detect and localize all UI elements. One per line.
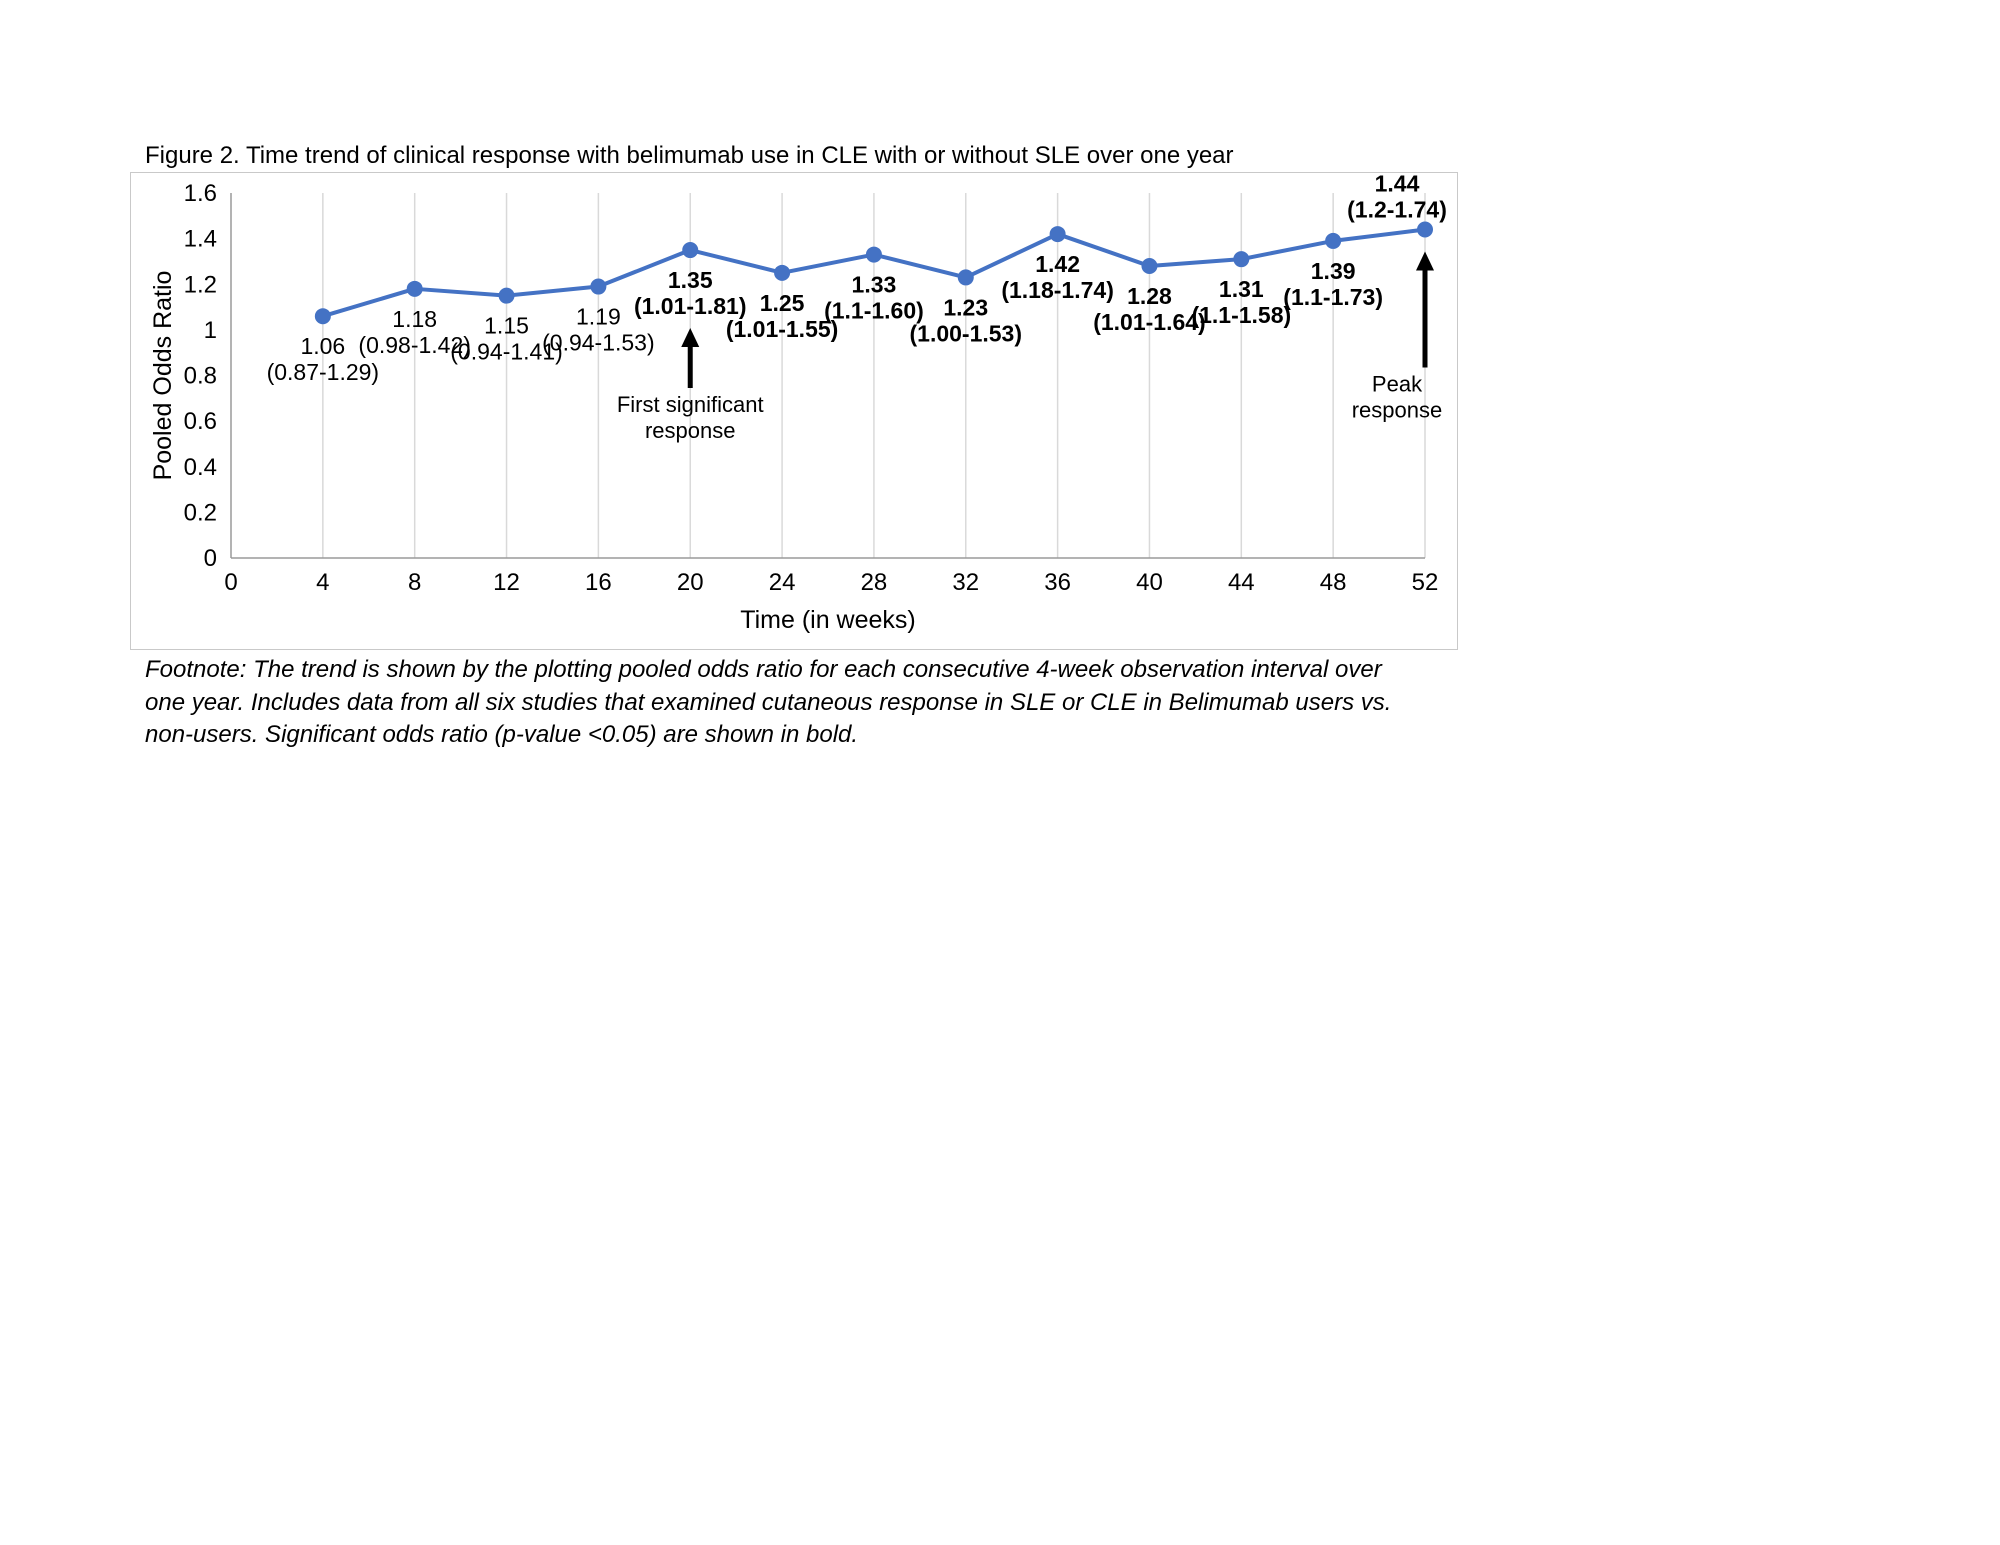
annotation-arrowhead bbox=[1416, 251, 1434, 271]
data-label-ci: (1.18-1.74) bbox=[1001, 277, 1114, 303]
data-point-marker bbox=[1141, 258, 1158, 274]
data-label-value: 1.42 bbox=[1035, 251, 1080, 277]
data-label-ci: (1.1-1.60) bbox=[824, 298, 924, 324]
y-tick-label: 0.6 bbox=[184, 408, 217, 435]
data-point-marker bbox=[957, 269, 974, 286]
data-label-value: 1.18 bbox=[392, 306, 437, 332]
annotation-arrowhead bbox=[681, 328, 700, 348]
x-tick-label: 52 bbox=[1412, 569, 1439, 596]
data-label-value: 1.31 bbox=[1219, 276, 1264, 302]
annotation-text: response bbox=[645, 418, 736, 443]
x-tick-label: 32 bbox=[952, 569, 979, 596]
data-point-marker bbox=[1417, 221, 1433, 238]
data-label-value: 1.33 bbox=[852, 272, 897, 298]
data-label-ci: (1.1-1.73) bbox=[1283, 284, 1383, 310]
x-tick-label: 12 bbox=[493, 569, 520, 596]
figure-footnote: Footnote: The trend is shown by the plot… bbox=[145, 656, 1392, 749]
data-label-value: 1.23 bbox=[943, 294, 988, 320]
x-tick-label: 16 bbox=[585, 569, 612, 596]
data-label-ci: (1.00-1.53) bbox=[910, 320, 1023, 346]
x-tick-label: 24 bbox=[769, 569, 796, 596]
data-label-ci: (1.01-1.55) bbox=[726, 316, 839, 342]
data-label-value: 1.19 bbox=[576, 304, 621, 330]
data-point-marker bbox=[1233, 251, 1250, 268]
data-label-ci: (1.01-1.64) bbox=[1093, 309, 1206, 335]
data-label-value: 1.39 bbox=[1311, 258, 1356, 284]
x-tick-label: 28 bbox=[861, 569, 888, 596]
data-point-marker bbox=[774, 264, 791, 281]
data-point-marker bbox=[682, 242, 699, 259]
data-label-ci: (0.94-1.53) bbox=[542, 330, 655, 356]
annotation-text: First significant bbox=[617, 392, 764, 417]
data-point-marker bbox=[406, 280, 423, 297]
y-tick-label: 1.4 bbox=[184, 226, 217, 253]
x-tick-label: 48 bbox=[1320, 569, 1347, 596]
x-tick-label: 44 bbox=[1228, 569, 1255, 596]
data-label-ci: (1.1-1.58) bbox=[1191, 302, 1291, 328]
data-point-marker bbox=[1049, 226, 1066, 243]
data-label-value: 1.35 bbox=[668, 267, 713, 293]
annotation-text: Peak bbox=[1372, 372, 1423, 397]
y-tick-label: 1.6 bbox=[184, 180, 217, 207]
y-tick-label: 0.2 bbox=[184, 499, 217, 526]
line-chart: 00.20.40.60.811.21.41.60 4 8 12 16 20 24 28 32 36… bbox=[149, 171, 1447, 635]
y-tick-label: 1.2 bbox=[184, 271, 217, 298]
y-tick-label: 1 bbox=[204, 317, 217, 344]
data-label-value: 1.28 bbox=[1127, 283, 1172, 309]
data-point-marker bbox=[314, 308, 331, 325]
x-tick-label: 4 bbox=[316, 569, 329, 596]
chart-frame: 0 0.2 0.4 0.6 0.8 1 1.2 1.4 1.6 0 4 8 12 16 20 24 28 32 36… bbox=[130, 171, 1458, 650]
data-label-ci: (0.87-1.29) bbox=[267, 359, 380, 385]
x-tick-label: 40 bbox=[1136, 569, 1163, 596]
data-label-ci: (0.98-1.42) bbox=[358, 332, 471, 358]
data-label-ci: (1.01-1.81) bbox=[634, 293, 747, 319]
data-label-ci: (0.94-1.41) bbox=[450, 339, 563, 365]
x-axis-title: Time (in weeks) bbox=[740, 606, 916, 634]
data-point-marker bbox=[590, 278, 607, 295]
data-label-value: 1.15 bbox=[484, 313, 529, 339]
annotation-text: response bbox=[1352, 398, 1443, 423]
data-point-marker bbox=[1325, 232, 1342, 249]
x-tick-label: 8 bbox=[408, 569, 421, 596]
data-label-ci: (1.2-1.74) bbox=[1347, 197, 1447, 223]
y-tick-label: 0 bbox=[204, 545, 217, 572]
data-point-marker bbox=[498, 287, 515, 304]
data-label-value: 1.44 bbox=[1375, 173, 1420, 197]
data-point-marker bbox=[865, 246, 882, 263]
data-label-value: 1.06 bbox=[300, 333, 345, 359]
x-tick-label: 20 bbox=[677, 569, 704, 596]
figure-title: Figure 2. Time trend of clinical respons… bbox=[145, 142, 1234, 169]
y-axis-title: Pooled Odds Ratio bbox=[149, 271, 177, 481]
y-tick-label: 0.4 bbox=[184, 454, 217, 481]
x-tick-label: 0 bbox=[224, 569, 237, 596]
x-tick-label: 36 bbox=[1044, 569, 1071, 596]
y-tick-label: 0.8 bbox=[184, 363, 217, 390]
data-label-value: 1.25 bbox=[760, 290, 805, 316]
